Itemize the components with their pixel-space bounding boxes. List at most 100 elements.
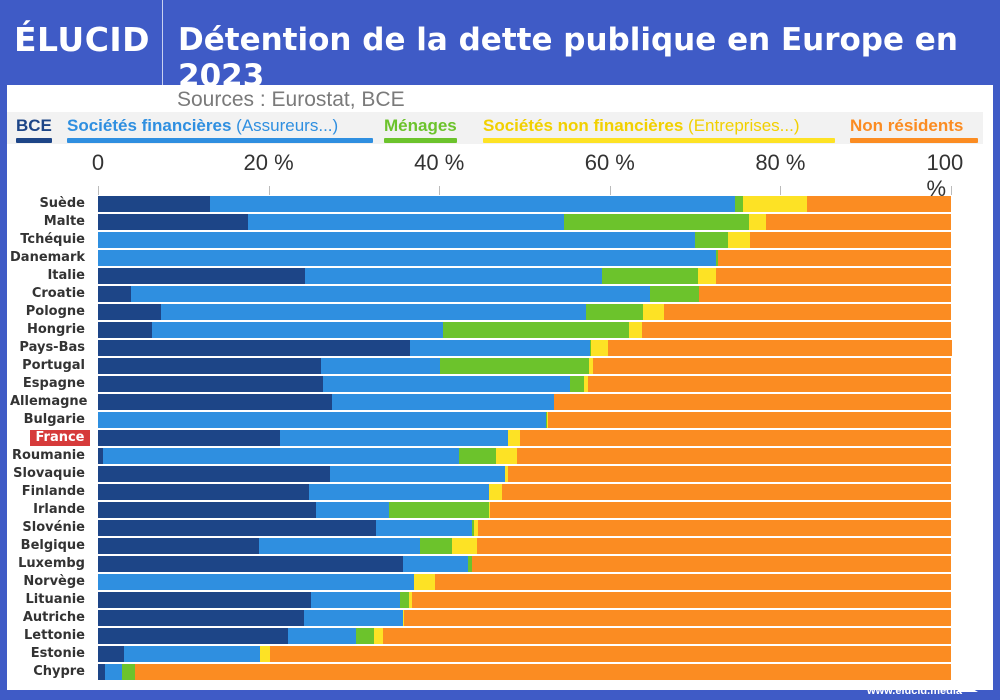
category-label: Suède	[39, 196, 85, 211]
category-label: Croatie	[31, 286, 85, 301]
bar-segment-non-residents	[508, 466, 951, 482]
bar-segment-non-residents	[270, 646, 951, 662]
bar-segment-menages	[442, 322, 630, 338]
elucid-logo: ÉLUCID	[14, 20, 151, 59]
bar-segment-non-residents	[718, 250, 951, 266]
elucid-flag-icon	[958, 680, 978, 692]
bar-segment-bce	[98, 520, 377, 536]
bar-segment-non-residents	[699, 286, 951, 302]
bar-segment-societes-financieres	[308, 484, 489, 500]
bar-segment-menages	[388, 502, 489, 518]
bar-segment-societes-non-financieres	[474, 520, 478, 536]
bar-segment-societes-non-financieres	[629, 322, 643, 338]
legend-label: BCE	[16, 116, 52, 135]
bar-segment-societes-non-financieres	[409, 592, 412, 608]
bar-segment-societes-non-financieres	[488, 484, 503, 500]
category-label: France	[30, 430, 90, 446]
bar-segment-menages	[471, 520, 475, 536]
bar-segment-societes-non-financieres	[591, 340, 609, 356]
category-label: Norvège	[23, 574, 85, 589]
bar-segment-bce	[98, 394, 332, 410]
x-tick-label: 80 %	[755, 150, 806, 175]
bar-segment-menages	[602, 268, 698, 284]
bar-segment-non-residents	[608, 340, 952, 356]
bar-segment-societes-financieres	[303, 610, 404, 626]
bar-segment-societes-financieres	[376, 520, 472, 536]
category-label: Slovaquie	[13, 466, 85, 481]
legend-label: Ménages	[384, 116, 457, 135]
bar-segment-societes-financieres	[330, 466, 505, 482]
category-label: Espagne	[22, 376, 85, 391]
category-label: Italie	[47, 268, 85, 283]
bar-segment-bce	[98, 304, 162, 320]
x-tick-label: 60 %	[584, 150, 635, 175]
bar-segment-non-residents	[715, 268, 951, 284]
bar-segment-societes-non-financieres	[260, 646, 271, 662]
bar-segment-societes-non-financieres	[496, 448, 517, 464]
bar-segment-bce	[98, 376, 324, 392]
bar-segment-societes-non-financieres	[748, 214, 766, 230]
bar-segment-menages	[735, 196, 743, 212]
category-label: Belgique	[20, 538, 85, 553]
bar-segment-societes-financieres	[331, 394, 555, 410]
category-label: Malte	[43, 214, 85, 229]
category-label: Slovénie	[22, 520, 85, 535]
legend-swatch	[16, 138, 52, 143]
category-label: Roumanie	[11, 448, 85, 463]
bar-segment-societes-financieres	[248, 214, 564, 230]
bar-segment-societes-financieres	[161, 304, 586, 320]
chart-subtitle: Sources : Eurostat, BCE	[177, 88, 405, 111]
bar-segment-bce	[98, 196, 210, 212]
bar-segment-bce	[98, 340, 411, 356]
category-label: Estonie	[30, 646, 85, 661]
category-label: Pays-Bas	[19, 340, 85, 355]
bar-segment-societes-non-financieres	[728, 232, 750, 248]
bar-segment-societes-non-financieres	[403, 610, 405, 626]
category-label: Lituanie	[25, 592, 85, 607]
legend-swatch	[483, 138, 835, 143]
bar-segment-societes-non-financieres	[584, 376, 589, 392]
category-label: Chypre	[33, 664, 85, 679]
bar-segment-societes-non-financieres	[589, 358, 593, 374]
bar-segment-non-residents	[489, 502, 951, 518]
category-label: Luxembg	[18, 556, 85, 571]
bar-segment-bce	[98, 322, 152, 338]
bar-segment-societes-financieres	[209, 196, 736, 212]
x-tick-mark	[609, 186, 611, 195]
bar-segment-menages	[590, 340, 592, 356]
bar-segment-societes-non-financieres	[488, 502, 490, 518]
bar-segment-societes-non-financieres	[414, 574, 435, 590]
category-label: Irlande	[33, 502, 85, 517]
bar-segment-bce	[98, 628, 289, 644]
bar-segment-societes-financieres	[305, 268, 603, 284]
bar-segment-societes-financieres	[124, 646, 261, 662]
bar-segment-bce	[98, 664, 105, 680]
bar-segment-non-residents	[520, 430, 951, 446]
bar-segment-menages	[695, 232, 729, 248]
category-label: Tchéquie	[20, 232, 85, 247]
bar-segment-societes-financieres	[288, 628, 357, 644]
legend-item-bce: BCE	[16, 116, 52, 146]
bar-segment-non-residents	[749, 232, 951, 248]
legend-item-non-residents: Non résidents	[850, 116, 978, 146]
bar-segment-societes-financieres	[98, 250, 717, 266]
bar-segment-societes-financieres	[131, 286, 650, 302]
x-tick-mark	[439, 186, 441, 195]
bar-segment-societes-non-financieres	[504, 466, 509, 482]
bar-segment-societes-financieres	[279, 430, 509, 446]
bar-segment-non-residents	[548, 412, 951, 428]
legend-label: Sociétés non financières	[483, 116, 684, 135]
bar-segment-non-residents	[765, 214, 951, 230]
legend-item-menages: Ménages	[384, 116, 457, 146]
legend-label: Non résidents	[850, 116, 964, 135]
bar-segment-non-residents	[382, 628, 951, 644]
x-tick-label: 20 %	[243, 150, 294, 175]
footer-url: www.elucid.media	[867, 685, 962, 697]
bar-segment-societes-financieres	[311, 592, 400, 608]
bar-segment-bce	[98, 484, 309, 500]
bar-segment-menages	[545, 412, 547, 428]
x-tick-mark	[98, 186, 99, 195]
x-tick-label: 100 %	[926, 150, 964, 201]
category-label: Danemark	[10, 250, 86, 265]
bar-segment-bce	[98, 466, 331, 482]
